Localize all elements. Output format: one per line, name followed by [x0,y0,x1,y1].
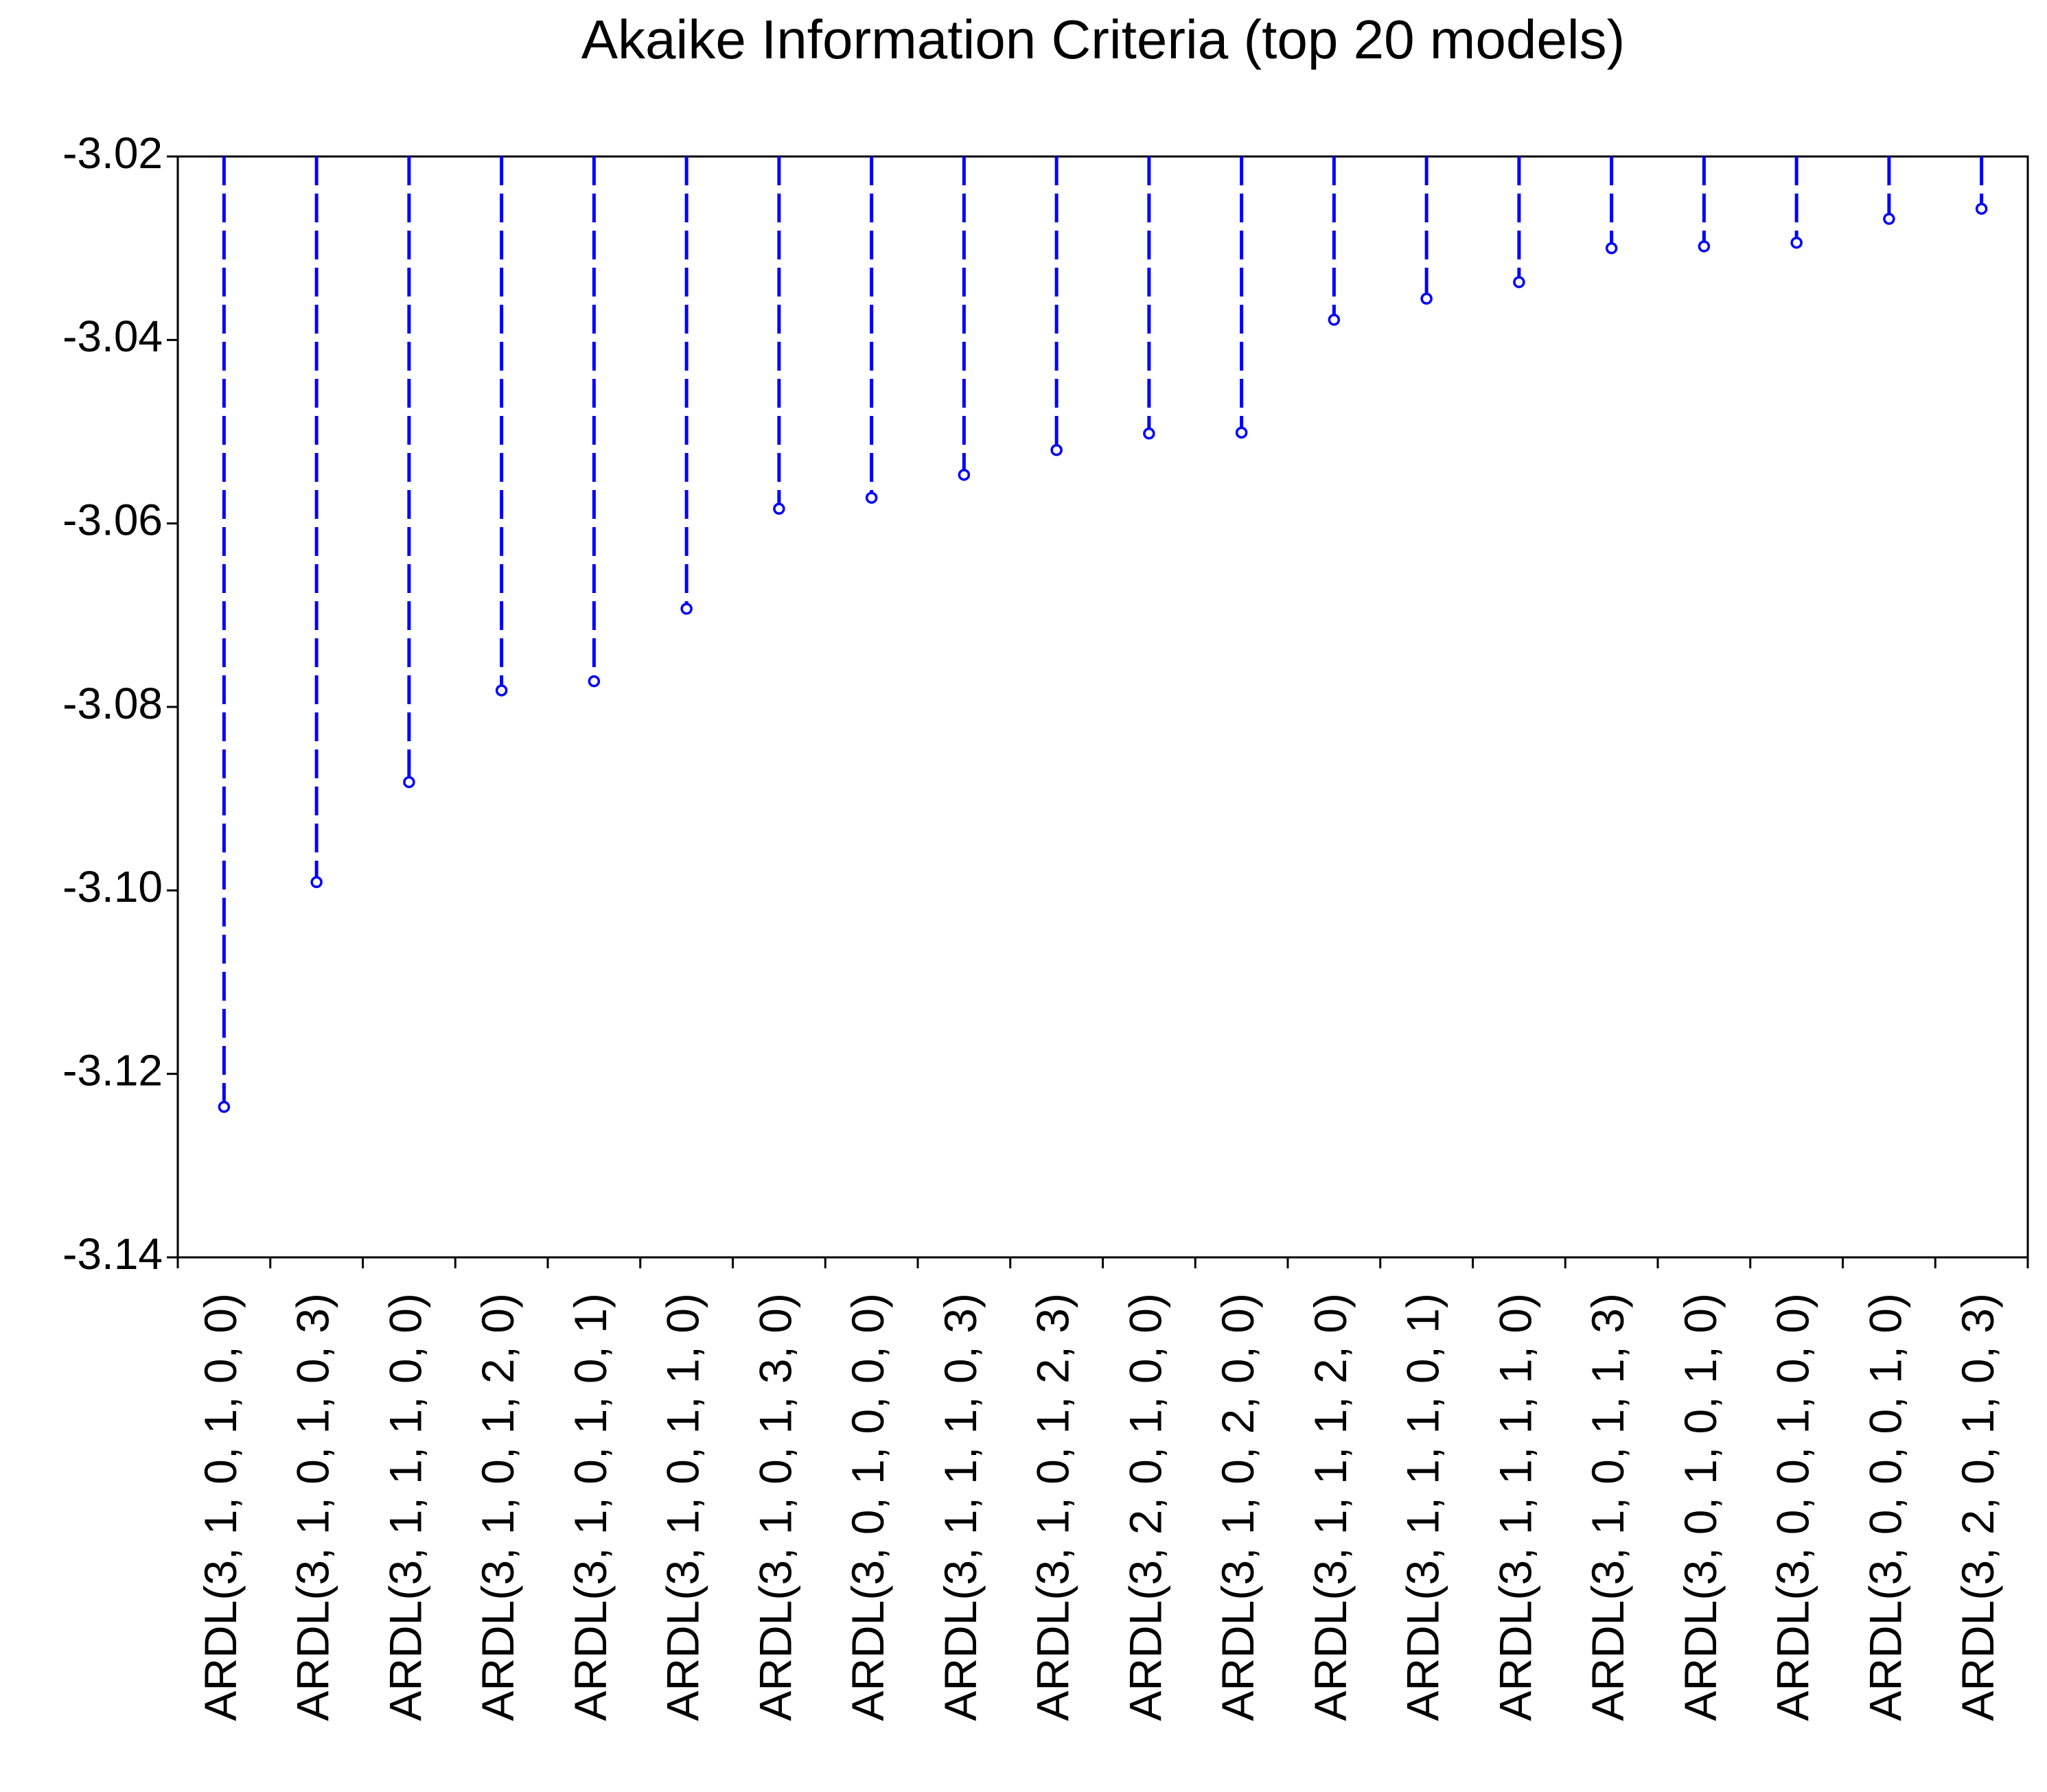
y-tick-label: -3.06 [62,496,163,545]
x-tick-label: ARDL(3, 1, 0, 1, 2, 0) [472,1293,523,1721]
stem-marker [1883,213,1895,225]
x-tick-label: ARDL(3, 0, 1, 0, 1, 0) [1675,1293,1726,1721]
y-tick-label: -3.02 [62,128,163,178]
x-tick-label: ARDL(3, 1, 0, 2, 0, 0) [1212,1293,1263,1721]
y-tick-label: -3.14 [62,1229,163,1279]
x-tick-label: ARDL(3, 2, 0, 1, 0, 0) [1120,1293,1170,1721]
stem-marker [218,1101,231,1113]
stem-marker [1698,240,1711,253]
x-tick-label: ARDL(3, 1, 0, 1, 1, 0) [658,1293,708,1721]
x-tick-label: ARDL(3, 1, 0, 1, 0, 1) [565,1293,616,1721]
y-tick-label: -3.08 [62,679,163,728]
x-tick-label: ARDL(3, 1, 1, 1, 0, 1) [1398,1293,1448,1721]
x-tick-label: ARDL(3, 0, 0, 0, 1, 0) [1860,1293,1910,1721]
stem-marker [1790,236,1803,249]
stem-marker [403,776,415,789]
stem-marker [495,684,508,697]
stem-marker [1975,202,1988,215]
x-tick-label: ARDL(3, 1, 1, 1, 2, 0) [1305,1293,1356,1721]
x-tick-label: ARDL(3, 1, 1, 1, 0, 3) [935,1293,986,1721]
stem-marker [1420,292,1433,305]
x-tick-label: ARDL(3, 1, 0, 1, 0, 3) [288,1293,338,1721]
stem-marker [1328,314,1341,326]
stem-marker [1143,427,1155,440]
x-tick-label: ARDL(3, 0, 1, 0, 0, 0) [842,1293,893,1721]
stem-marker [1605,242,1618,255]
x-tick-label: ARDL(3, 1, 0, 1, 2, 3) [1028,1293,1078,1721]
stem-marker [1513,276,1525,288]
x-tick-label: ARDL(3, 1, 0, 1, 1, 3) [1582,1293,1633,1721]
chart-title: Akaike Information Criteria (top 20 mode… [581,9,1626,70]
x-tick-label: ARDL(3, 1, 1, 1, 0, 0) [380,1293,430,1721]
plot-frame [176,155,2029,1259]
x-tick-label: ARDL(3, 1, 0, 1, 3, 0) [750,1293,800,1721]
y-tick-label: -3.12 [62,1046,163,1095]
stem-marker [865,491,878,504]
x-tick-label: ARDL(3, 0, 0, 1, 0, 0) [1768,1293,1818,1721]
stem-marker [680,603,693,615]
stem-marker [588,675,601,688]
stem-marker [1235,426,1248,439]
x-tick-label: ARDL(3, 2, 0, 1, 0, 3) [1952,1293,2003,1721]
y-tick-label: -3.04 [62,312,163,361]
y-tick-label: -3.10 [62,862,163,911]
stem-marker [1050,443,1063,456]
stem-marker [310,876,323,889]
stem-marker [773,502,785,515]
stem-marker [958,469,971,481]
x-tick-label: ARDL(3, 1, 1, 1, 1, 0) [1490,1293,1540,1721]
x-tick-label: ARDL(3, 1, 0, 1, 0, 0) [195,1293,246,1721]
